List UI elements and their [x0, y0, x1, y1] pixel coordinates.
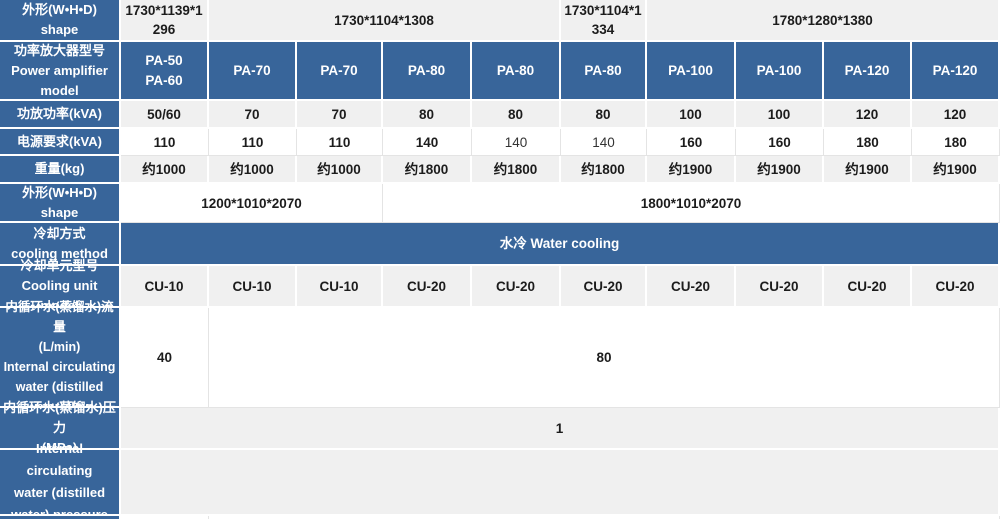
cell-weight-3: 约1000: [297, 156, 383, 184]
cell-cooling-unit-6: CU-20: [561, 266, 647, 308]
cell-power-req-5: 140: [472, 129, 561, 156]
cell-weight-9: 约1900: [824, 156, 912, 184]
cell-power-req-7: 160: [647, 129, 736, 156]
cell-amplifier-8: PA-100: [736, 42, 824, 101]
cell-amplifier-1: PA-50 PA-60: [121, 42, 209, 101]
cell-amp-power-8: 100: [736, 101, 824, 129]
row-header-water-pressure-en: Internal circulating water (distilled wa…: [0, 441, 121, 519]
cell-cooling-unit-4: CU-20: [383, 266, 472, 308]
cell-amp-power-6: 80: [561, 101, 647, 129]
cell-weight-8: 约1900: [736, 156, 824, 184]
cell-power-req-6: 140: [561, 129, 647, 156]
cell-cutoff-1: [121, 516, 209, 519]
cell-amp-power-9: 120: [824, 101, 912, 129]
cell-cooling-unit-7: CU-20: [647, 266, 736, 308]
cell-weight-7: 约1900: [647, 156, 736, 184]
cell-cooling-unit-2: CU-10: [209, 266, 297, 308]
cell-power-req-10: 180: [912, 129, 1000, 156]
cell-cooling-unit-10: CU-20: [912, 266, 1000, 308]
cell-shape-bottom-2: 1800*1010*2070: [383, 184, 1000, 223]
cell-power-req-2: 110: [209, 129, 297, 156]
row-header-shape-bottom: 外形(W•H•D) shape: [0, 184, 121, 223]
cell-amplifier-7: PA-100: [647, 42, 736, 101]
cell-water-flow-2: 80: [209, 308, 1000, 408]
cell-shape-top-4: 1780*1280*1380: [647, 0, 1000, 42]
cell-amplifier-6: PA-80: [561, 42, 647, 101]
cell-weight-10: 约1900: [912, 156, 1000, 184]
cell-weight-4: 约1800: [383, 156, 472, 184]
row-header-amp-power: 功放功率(kVA): [0, 101, 121, 129]
cell-amplifier-2: PA-70: [209, 42, 297, 101]
row-header-power-req: 电源要求(kVA): [0, 129, 121, 156]
row-header-amplifier-model: 功率放大器型号 Power amplifier model: [0, 42, 121, 101]
cell-amp-power-5: 80: [472, 101, 561, 129]
cell-cooling-method: 水冷 Water cooling: [121, 223, 1000, 266]
row-header-water-pressure: 内循环水(蒸馏水)压力 (MPa): [0, 400, 121, 455]
row-header-weight: 重量(kg): [0, 156, 121, 184]
cell-amp-power-3: 70: [297, 101, 383, 129]
row-header-cooling-method: 冷却方式 cooling method: [0, 223, 121, 266]
cell-weight-1: 约1000: [121, 156, 209, 184]
cell-cooling-unit-9: CU-20: [824, 266, 912, 308]
cell-water-pressure-en: [121, 450, 1000, 516]
cell-power-req-9: 180: [824, 129, 912, 156]
cell-weight-6: 约1800: [561, 156, 647, 184]
cell-amplifier-3: PA-70: [297, 42, 383, 101]
cell-amplifier-10: PA-120: [912, 42, 1000, 101]
cell-shape-top-2: 1730*1104*1308: [209, 0, 561, 42]
cell-amp-power-2: 70: [209, 101, 297, 129]
cell-cooling-unit-8: CU-20: [736, 266, 824, 308]
cell-power-req-8: 160: [736, 129, 824, 156]
cell-weight-5: 约1800: [472, 156, 561, 184]
cell-amplifier-9: PA-120: [824, 42, 912, 101]
cell-amp-power-7: 100: [647, 101, 736, 129]
cell-weight-2: 约1000: [209, 156, 297, 184]
cell-amp-power-10: 120: [912, 101, 1000, 129]
cell-shape-top-3: 1730*1104*1334: [561, 0, 647, 42]
cell-cooling-unit-3: CU-10: [297, 266, 383, 308]
cell-amp-power-1: 50/60: [121, 101, 209, 129]
cell-amp-power-4: 80: [383, 101, 472, 129]
row-header-shape-top: 外形(W•H•D) shape: [0, 0, 121, 42]
cell-amplifier-4: PA-80: [383, 42, 472, 101]
cell-cooling-unit-5: CU-20: [472, 266, 561, 308]
cell-shape-top-1: 1730*1139*1296: [121, 0, 209, 42]
cell-amplifier-5: PA-80: [472, 42, 561, 101]
cell-power-req-3: 110: [297, 129, 383, 156]
row-header-cooling-unit: 冷却单元型号 Cooling unit model: [0, 258, 121, 313]
cell-cooling-unit-1: CU-10: [121, 266, 209, 308]
cell-water-pressure: 1: [121, 408, 1000, 450]
row-header-cutoff: [0, 516, 121, 519]
row-header-water-flow: 内循环水(蒸馏水)流量 (L/min) Internal circulating…: [0, 300, 121, 414]
cell-water-flow-1: 40: [121, 308, 209, 408]
cell-power-req-1: 110: [121, 129, 209, 156]
cell-shape-bottom-1: 1200*1010*2070: [121, 184, 383, 223]
cell-power-req-4: 140: [383, 129, 472, 156]
